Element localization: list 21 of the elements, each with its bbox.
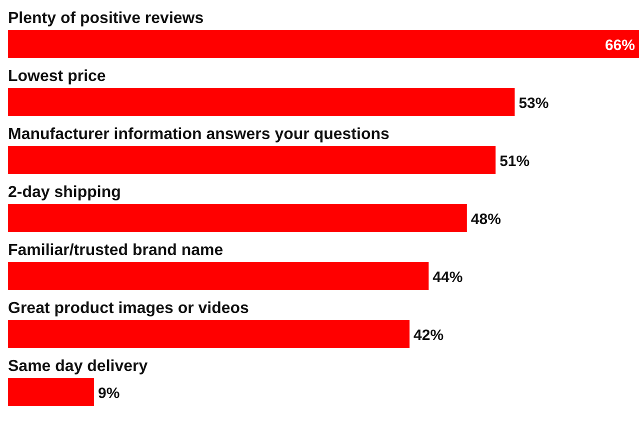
data-label: 48% (470, 211, 501, 228)
y-tick-label: Plenty of positive reviews (8, 10, 204, 27)
y-tick-label: Manufacturer information answers your questions (8, 126, 390, 143)
bar (8, 378, 94, 406)
data-label: 9% (98, 385, 120, 402)
bar (8, 262, 429, 290)
data-label: 44% (432, 269, 463, 286)
data-label: 51% (500, 153, 530, 170)
y-tick-label: Lowest price (8, 68, 106, 85)
y-tick-label: Same day delivery (8, 358, 148, 375)
data-label: 66% (604, 37, 635, 54)
y-tick-label: 2-day shipping (8, 184, 121, 201)
bar (8, 88, 515, 116)
y-tick-label: Familiar/trusted brand name (8, 242, 224, 259)
bar (8, 204, 467, 232)
data-label: 42% (414, 327, 444, 344)
bar (8, 320, 410, 348)
data-label: 53% (518, 95, 549, 112)
bar (8, 30, 639, 58)
bar (8, 146, 496, 174)
y-tick-label: Great product images or videos (8, 300, 250, 317)
